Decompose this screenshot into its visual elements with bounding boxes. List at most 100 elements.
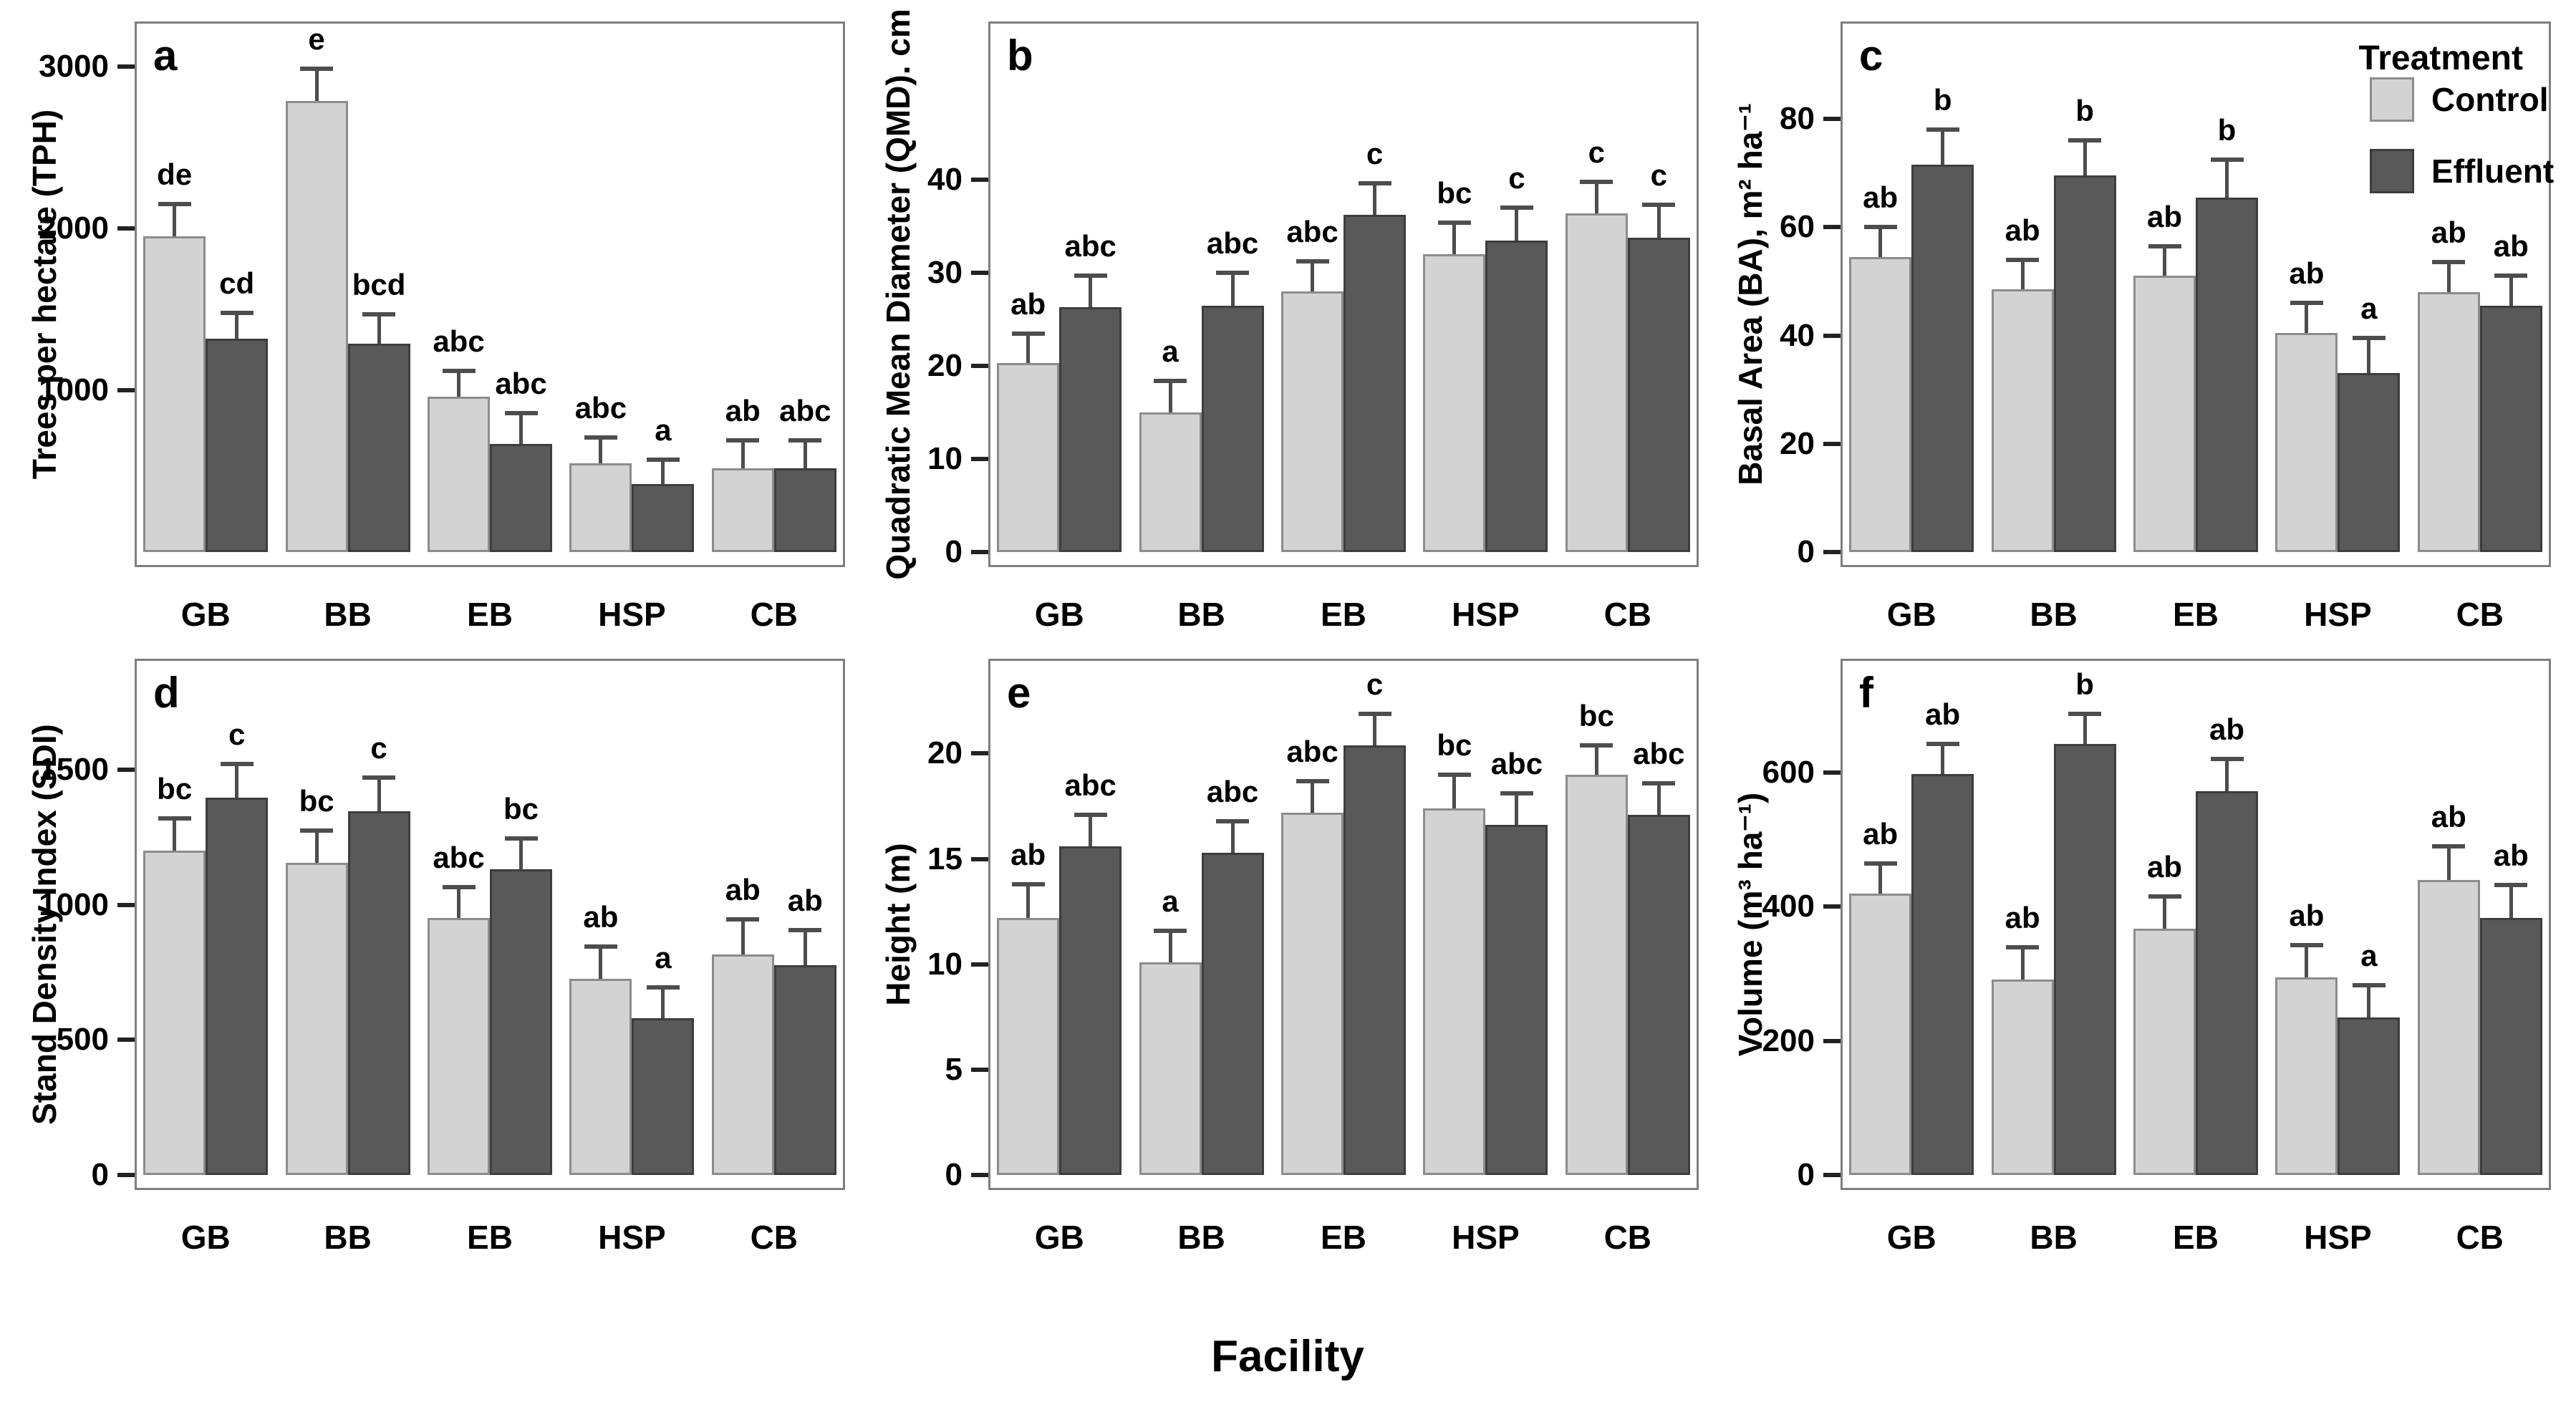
y-tick-label: 20 bbox=[927, 348, 963, 383]
error-bar-cap bbox=[788, 928, 822, 933]
category-label-cb: CB bbox=[750, 1219, 799, 1256]
y-tick-label: 10 bbox=[927, 441, 963, 476]
error-bar-cap bbox=[2148, 894, 2181, 899]
error-bar-cap bbox=[1296, 778, 1329, 783]
error-bar-cap bbox=[362, 311, 396, 316]
y-tick-label: 20 bbox=[927, 735, 963, 771]
category-label-eb: EB bbox=[2173, 1219, 2219, 1256]
y-tick-label: 1000 bbox=[39, 372, 109, 408]
bar-effluent-cb bbox=[2479, 305, 2542, 552]
sig-letter: b bbox=[2075, 667, 2094, 701]
error-bar bbox=[803, 930, 807, 966]
error-bar bbox=[1594, 745, 1598, 775]
sig-letter: ab bbox=[1010, 286, 1046, 321]
legend-swatch-effluent bbox=[2370, 149, 2415, 193]
y-tick-label: 0 bbox=[91, 1157, 109, 1192]
error-bar bbox=[1452, 774, 1457, 808]
bar-control-cb bbox=[711, 954, 774, 1175]
y-tick-label: 0 bbox=[1797, 534, 1815, 569]
bar-control-gb bbox=[997, 363, 1060, 552]
y-tick-mark bbox=[971, 1067, 988, 1072]
y-tick-mark bbox=[1823, 1173, 1841, 1177]
error-bar bbox=[2083, 140, 2087, 176]
sig-letter: bc bbox=[299, 783, 334, 818]
bar-control-hsp bbox=[569, 979, 632, 1175]
error-bar bbox=[1311, 261, 1314, 291]
error-bar-cap bbox=[1216, 818, 1250, 823]
error-bar-cap bbox=[220, 762, 254, 767]
error-bar bbox=[2367, 338, 2371, 374]
error-bar-cap bbox=[1642, 780, 1676, 785]
error-bar bbox=[2225, 759, 2229, 792]
sig-letter: bcd bbox=[352, 267, 406, 301]
error-bar bbox=[377, 778, 381, 812]
y-axis-label-a: Trees per hectare (TPH) bbox=[26, 109, 63, 480]
y-tick-mark bbox=[117, 902, 135, 907]
sig-letter: abc bbox=[1206, 774, 1259, 808]
x-axis-title: Facility bbox=[1211, 1332, 1364, 1381]
error-bar bbox=[1026, 333, 1031, 364]
bar-effluent-eb bbox=[2196, 791, 2258, 1175]
error-bar bbox=[173, 818, 177, 851]
error-bar-cap bbox=[1074, 812, 1107, 817]
error-bar bbox=[2367, 985, 2371, 1017]
sig-letter: ab bbox=[1863, 816, 1899, 851]
sig-letter: c bbox=[1508, 161, 1525, 195]
error-bar-cap bbox=[1358, 711, 1391, 716]
sig-letter: c bbox=[1366, 137, 1384, 171]
error-bar-cap bbox=[362, 775, 396, 780]
sig-letter: bc bbox=[1437, 727, 1472, 762]
error-bar bbox=[314, 68, 319, 101]
category-label-hsp: HSP bbox=[1452, 596, 1520, 633]
sig-letter: ab bbox=[2289, 898, 2325, 932]
panel-letter-d: d bbox=[153, 669, 180, 717]
bar-effluent-gb bbox=[206, 338, 269, 552]
sig-letter: ab bbox=[2005, 900, 2040, 934]
error-bar bbox=[599, 947, 603, 980]
error-bar bbox=[2163, 896, 2166, 929]
error-bar bbox=[1941, 130, 1945, 165]
error-bar-cap bbox=[726, 438, 760, 443]
y-axis-label-b: Quadratic Mean Diameter (QMD). cm bbox=[879, 9, 917, 580]
y-tick-mark bbox=[1823, 441, 1841, 446]
error-bar-cap bbox=[300, 66, 334, 71]
y-tick-label: 0 bbox=[945, 1157, 963, 1192]
y-tick-mark bbox=[117, 767, 135, 772]
error-bar-cap bbox=[1500, 791, 1533, 796]
category-label-eb: EB bbox=[467, 596, 513, 633]
error-bar-cap bbox=[1926, 741, 1959, 746]
error-bar bbox=[803, 440, 807, 468]
category-label-hsp: HSP bbox=[2304, 1219, 2372, 1256]
sig-letter: ab bbox=[2146, 199, 2183, 233]
bar-effluent-gb bbox=[1059, 846, 1122, 1175]
y-tick-mark bbox=[1823, 770, 1841, 775]
bar-control-gb bbox=[1849, 256, 1912, 552]
bar-effluent-hsp bbox=[632, 484, 695, 552]
category-label-bb: BB bbox=[324, 596, 372, 633]
sig-letter: abc bbox=[1490, 747, 1543, 781]
panel-letter-b: b bbox=[1007, 32, 1033, 79]
y-tick-label: 15 bbox=[927, 841, 963, 876]
error-bar-cap bbox=[1011, 331, 1045, 336]
error-bar bbox=[599, 437, 603, 463]
y-tick-mark bbox=[971, 457, 988, 461]
sig-letter: ab bbox=[787, 884, 823, 918]
error-bar bbox=[457, 886, 460, 919]
bar-effluent-cb bbox=[1627, 814, 1690, 1175]
sig-letter: abc bbox=[433, 840, 485, 874]
y-tick-label: 1000 bbox=[39, 886, 109, 922]
error-bar-cap bbox=[1154, 378, 1187, 383]
bar-control-eb bbox=[1281, 812, 1344, 1175]
bar-control-bb bbox=[1139, 962, 1202, 1175]
error-bar bbox=[1089, 275, 1093, 308]
error-bar-cap bbox=[2210, 757, 2244, 762]
sig-letter: abc bbox=[1286, 215, 1338, 249]
panel-letter-f: f bbox=[1859, 669, 1873, 717]
error-bar bbox=[1515, 793, 1519, 826]
bar-effluent-gb bbox=[1911, 165, 1974, 552]
panel-letter-a: a bbox=[153, 32, 178, 79]
error-bar bbox=[1878, 227, 1883, 257]
sig-letter: abc bbox=[1286, 734, 1338, 768]
error-bar-cap bbox=[2494, 883, 2528, 888]
bar-effluent-gb bbox=[206, 798, 269, 1175]
